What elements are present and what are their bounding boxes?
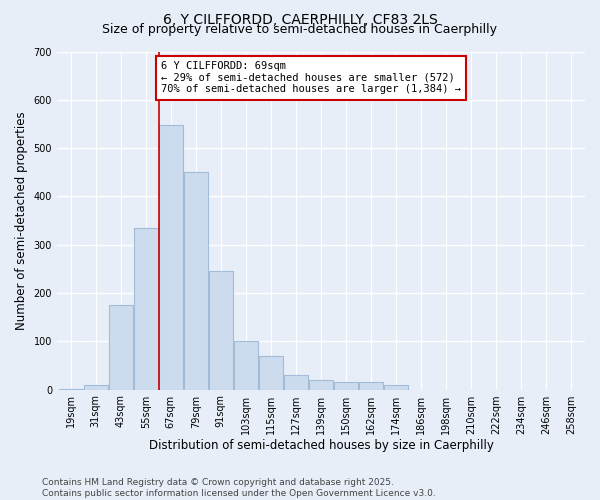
Bar [309, 380, 333, 390]
Bar [159, 125, 182, 390]
Bar [209, 272, 233, 390]
Text: Contains HM Land Registry data © Crown copyright and database right 2025.
Contai: Contains HM Land Registry data © Crown c… [42, 478, 436, 498]
Bar [334, 382, 358, 390]
Bar [109, 305, 133, 390]
Bar [359, 382, 383, 390]
Y-axis label: Number of semi-detached properties: Number of semi-detached properties [15, 111, 28, 330]
Text: 6 Y CILFFORDD: 69sqm
← 29% of semi-detached houses are smaller (572)
70% of semi: 6 Y CILFFORDD: 69sqm ← 29% of semi-detac… [161, 61, 461, 94]
Bar [259, 356, 283, 390]
Bar [134, 228, 158, 390]
Bar [59, 388, 83, 390]
Bar [184, 172, 208, 390]
X-axis label: Distribution of semi-detached houses by size in Caerphilly: Distribution of semi-detached houses by … [149, 440, 493, 452]
Text: 6, Y CILFFORDD, CAERPHILLY, CF83 2LS: 6, Y CILFFORDD, CAERPHILLY, CF83 2LS [163, 12, 437, 26]
Bar [234, 342, 258, 390]
Bar [84, 385, 107, 390]
Text: Size of property relative to semi-detached houses in Caerphilly: Size of property relative to semi-detach… [103, 22, 497, 36]
Bar [284, 375, 308, 390]
Bar [384, 385, 408, 390]
